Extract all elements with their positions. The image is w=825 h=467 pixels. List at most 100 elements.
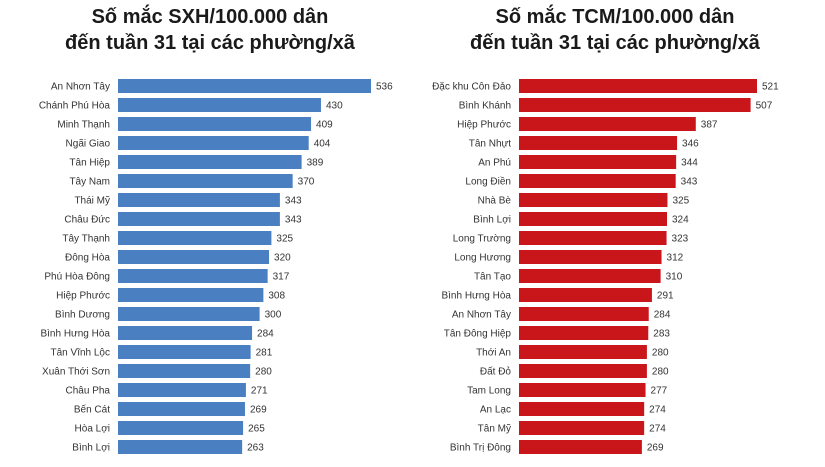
right-chart-title: Số mắc TCM/100.000 dân đến tuần 31 tại c…: [415, 4, 815, 56]
sxh-value-label: 284: [257, 329, 274, 340]
sxh-bar: [118, 250, 270, 264]
sxh-bar: [118, 231, 272, 245]
tcm-bar: [519, 174, 676, 188]
sxh-bar: [118, 98, 321, 112]
tcm-category-label: Bình Khánh: [459, 101, 511, 112]
tcm-bar: [519, 193, 668, 207]
sxh-category-label: Xuân Thới Sơn: [42, 367, 110, 378]
sxh-bar: [118, 364, 251, 378]
tcm-category-label: Bình Hưng Hòa: [441, 291, 511, 302]
tcm-category-label: Long Điền: [465, 176, 511, 188]
tcm-category-label: Tân Tạo: [474, 272, 511, 283]
tcm-value-label: 323: [672, 234, 689, 245]
sxh-category-label: Bình Hưng Hòa: [40, 329, 110, 340]
tcm-category-label: An Lạc: [480, 405, 511, 416]
tcm-bar: [519, 250, 662, 264]
tcm-value-label: 344: [681, 158, 698, 169]
tcm-bar: [519, 383, 646, 397]
tcm-value-label: 280: [652, 367, 669, 378]
sxh-category-label: Thái Mỹ: [74, 196, 110, 207]
tcm-value-label: 274: [649, 405, 666, 416]
tcm-value-label: 284: [654, 310, 671, 321]
tcm-category-label: Đất Đỏ: [480, 366, 512, 378]
tcm-bar: [519, 212, 668, 226]
tcm-category-label: An Nhơn Tây: [452, 310, 511, 321]
sxh-bar: [118, 440, 243, 454]
sxh-category-label: Tân Hiệp: [69, 158, 110, 169]
tcm-category-label: Nhà Bè: [478, 196, 512, 207]
right-chart-title-line2: đến tuần 31 tại các phường/xã: [470, 32, 760, 54]
tcm-bar: [519, 402, 645, 416]
sxh-value-label: 263: [247, 443, 264, 454]
sxh-value-label: 343: [285, 196, 302, 207]
sxh-bar: [118, 326, 253, 340]
sxh-category-label: Bình Dương: [55, 310, 110, 321]
sxh-category-label: Đông Hòa: [65, 253, 110, 264]
tcm-value-label: 387: [701, 120, 718, 131]
tcm-value-label: 269: [647, 443, 664, 454]
left-chart-title-line1: Số mắc SXH/100.000 dân: [91, 6, 329, 28]
tcm-category-label: Long Hương: [454, 253, 511, 264]
left-chart-title-line2: đến tuần 31 tại các phường/xã: [65, 32, 355, 54]
tcm-bar: [519, 364, 647, 378]
right-chart-title-line1: Số mắc TCM/100.000 dân: [495, 6, 735, 28]
sxh-category-label: Bến Cát: [74, 404, 110, 416]
sxh-bar: [118, 269, 268, 283]
tcm-category-label: Tam Long: [467, 386, 511, 397]
sxh-category-label: Tân Vĩnh Lộc: [51, 348, 110, 359]
tcm-value-label: 343: [681, 177, 698, 188]
tcm-value-label: 312: [667, 253, 684, 264]
tcm-bar: [519, 79, 757, 93]
tcm-bar: [519, 307, 649, 321]
tcm-value-label: 325: [672, 196, 689, 207]
tcm-category-label: Tân Nhựt: [469, 139, 511, 150]
sxh-value-label: 404: [314, 139, 331, 150]
tcm-value-label: 277: [651, 386, 668, 397]
sxh-bar: [118, 383, 246, 397]
sxh-category-label: Phú Hòa Đông: [44, 272, 110, 283]
tcm-value-label: 283: [653, 329, 670, 340]
sxh-bar: [118, 79, 371, 93]
sxh-category-label: Chánh Phú Hòa: [39, 101, 111, 112]
sxh-category-label: Ngãi Giao: [66, 139, 111, 150]
sxh-value-label: 308: [268, 291, 285, 302]
sxh-value-label: 271: [251, 386, 268, 397]
sxh-category-label: Bình Lợi: [72, 443, 110, 454]
sxh-value-label: 325: [276, 234, 293, 245]
tcm-bar: [519, 155, 677, 169]
sxh-category-label: Châu Đức: [64, 215, 110, 226]
sxh-value-label: 430: [326, 101, 343, 112]
sxh-value-label: 536: [376, 82, 393, 93]
tcm-bar: [519, 326, 649, 340]
sxh-bar: [118, 193, 280, 207]
sxh-category-label: An Nhơn Tây: [51, 82, 110, 93]
sxh-category-label: Tây Thạnh: [62, 234, 110, 245]
tcm-value-label: 507: [756, 101, 773, 112]
tcm-category-label: Tân Mỹ: [478, 424, 511, 435]
sxh-bar: [118, 307, 260, 321]
sxh-bar: [118, 288, 264, 302]
tcm-bar: [519, 440, 642, 454]
tcm-value-label: 346: [682, 139, 699, 150]
sxh-bar: [118, 174, 293, 188]
tcm-value-label: 521: [762, 82, 779, 93]
sxh-value-label: 343: [285, 215, 302, 226]
sxh-value-label: 409: [316, 120, 333, 131]
tcm-category-label: Thới An: [476, 348, 511, 359]
tcm-category-label: Bình Trị Đông: [450, 443, 511, 454]
tcm-bar: [519, 288, 652, 302]
sxh-bar: [118, 136, 309, 150]
tcm-value-label: 324: [672, 215, 689, 226]
tcm-value-label: 274: [649, 424, 666, 435]
left-chart-title: Số mắc SXH/100.000 dân đến tuần 31 tại c…: [10, 4, 410, 56]
sxh-value-label: 280: [255, 367, 272, 378]
tcm-value-label: 280: [652, 348, 669, 359]
sxh-value-label: 317: [273, 272, 290, 283]
sxh-bar: [118, 212, 280, 226]
tcm-bar: [519, 231, 667, 245]
sxh-value-label: 370: [298, 177, 315, 188]
tcm-bar: [519, 269, 661, 283]
